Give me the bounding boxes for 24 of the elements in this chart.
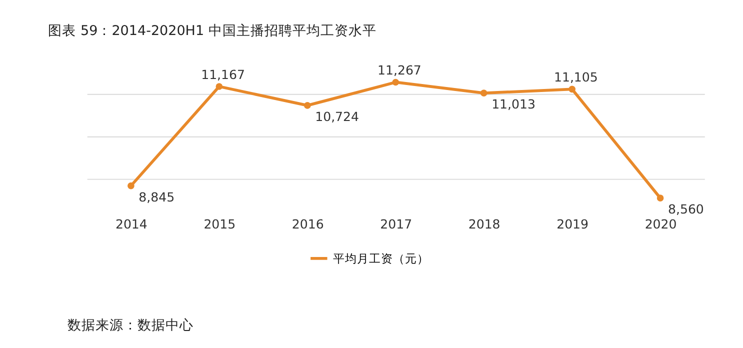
point — [568, 86, 576, 93]
data-label: 8,845 — [138, 189, 175, 204]
x-tick-label: 2018 — [468, 216, 500, 232]
source-note: 数据来源：数据中心 — [68, 317, 194, 334]
data-label: 8,560 — [668, 201, 704, 216]
x-tick-label: 2014 — [115, 216, 148, 232]
data-label: 11,013 — [492, 96, 536, 112]
legend-label: 平均月工资（元） — [332, 251, 429, 266]
x-tick-label: 2020 — [644, 216, 677, 232]
x-tick-label: 2019 — [556, 216, 589, 232]
chart-title: 图表 59：2014-2020H1 中国主播招聘平均工资水平 — [48, 22, 376, 39]
point — [304, 102, 311, 109]
x-tick-label: 2017 — [380, 216, 412, 232]
x-tick-label: 2015 — [204, 216, 236, 232]
point — [656, 194, 664, 202]
point — [392, 78, 400, 86]
point — [480, 90, 488, 96]
point — [128, 182, 134, 190]
data-label: 10,724 — [315, 108, 359, 124]
data-label: 11,267 — [378, 62, 422, 78]
data-label: 11,105 — [554, 69, 598, 84]
point — [216, 83, 223, 90]
data-label: 11,167 — [201, 66, 245, 82]
x-tick-label: 2016 — [292, 216, 324, 232]
